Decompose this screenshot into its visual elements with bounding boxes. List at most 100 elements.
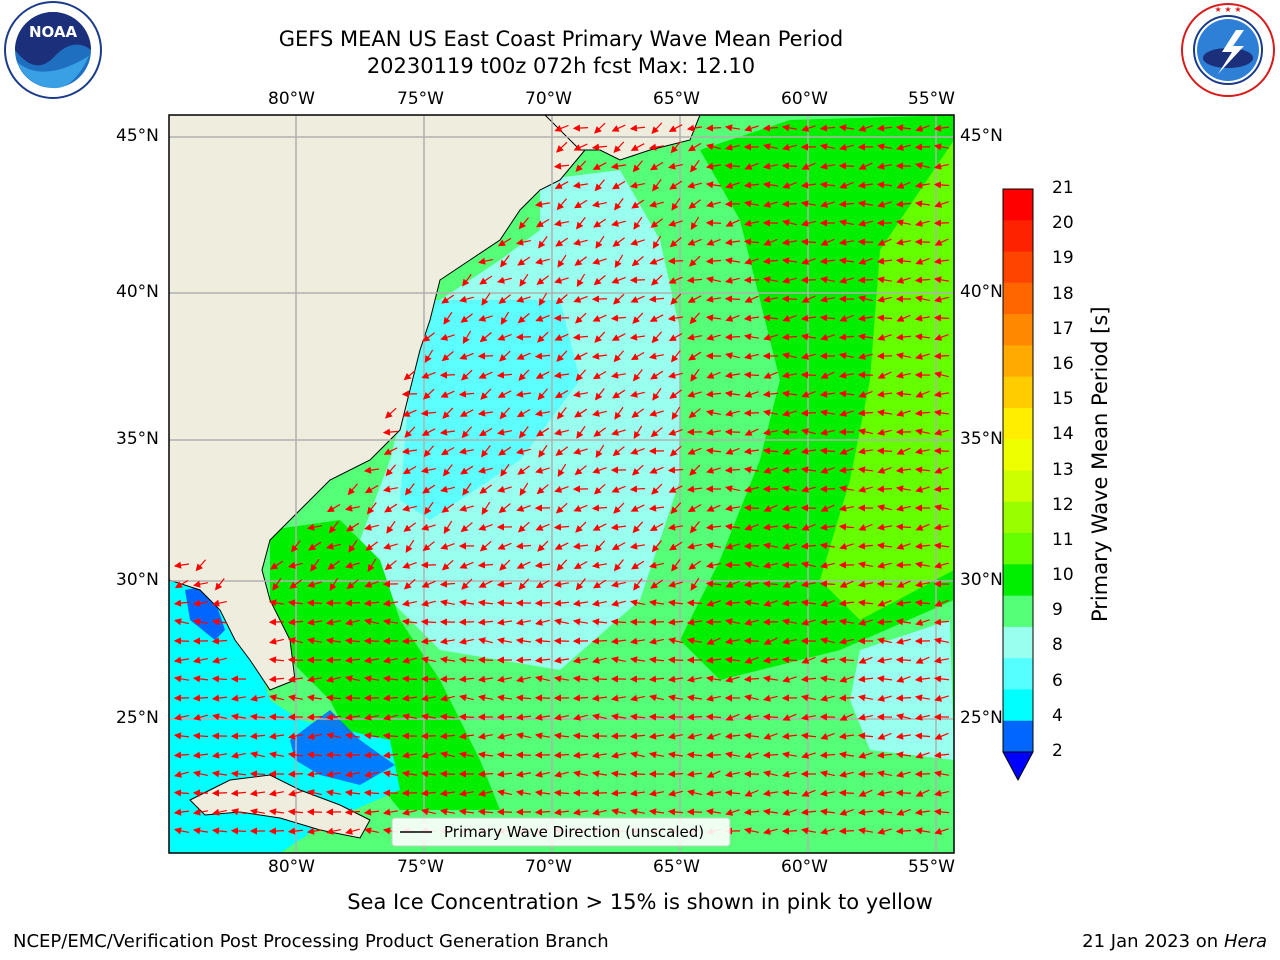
wave-direction-arrow	[763, 466, 778, 474]
wave-direction-arrow	[838, 124, 855, 132]
wave-direction-arrow	[877, 637, 892, 645]
wave-direction-arrow	[876, 485, 893, 493]
wave-direction-arrow	[934, 694, 949, 702]
colorbar-tick-label: 11	[1052, 529, 1074, 550]
wave-direction-arrow	[497, 732, 512, 740]
wave-direction-arrow	[572, 675, 589, 683]
wave-direction-arrow	[458, 751, 474, 759]
wave-direction-arrow	[441, 294, 455, 304]
wave-direction-arrow	[535, 218, 550, 228]
wave-direction-arrow	[725, 143, 740, 151]
wave-direction-arrow	[593, 218, 607, 228]
wave-direction-arrow	[914, 599, 931, 607]
wave-direction-arrow	[515, 656, 532, 664]
wave-direction-arrow	[325, 827, 341, 835]
footer-machine: Hera	[1223, 931, 1267, 952]
wave-direction-arrow	[838, 751, 855, 759]
wave-direction-arrow	[800, 238, 817, 246]
wave-direction-arrow	[724, 751, 740, 759]
wave-direction-arrow	[557, 463, 567, 477]
wave-direction-arrow	[459, 295, 474, 303]
wave-direction-arrow	[933, 637, 949, 645]
wave-direction-arrow	[363, 827, 379, 835]
wave-direction-arrow	[706, 637, 721, 645]
wave-direction-arrow	[839, 276, 854, 284]
wave-direction-arrow	[857, 181, 874, 189]
wave-direction-arrow	[610, 694, 626, 702]
wave-direction-arrow	[800, 827, 816, 835]
wave-direction-arrow	[573, 561, 588, 569]
wave-direction-arrow	[671, 558, 681, 572]
wave-direction-arrow	[538, 236, 548, 249]
wave-direction-arrow	[422, 484, 436, 494]
wave-direction-arrow	[515, 618, 531, 626]
wave-direction-arrow	[819, 295, 835, 303]
wave-direction-arrow	[382, 694, 399, 702]
wave-direction-arrow	[420, 409, 437, 417]
wave-direction-arrow	[329, 577, 339, 591]
wave-direction-arrow	[876, 390, 893, 398]
wave-direction-arrow	[516, 352, 531, 360]
wave-direction-arrow	[421, 371, 436, 379]
wave-direction-arrow	[762, 580, 779, 588]
wave-direction-arrow	[857, 561, 873, 569]
wave-direction-arrow	[763, 561, 778, 569]
wave-direction-arrow	[383, 542, 398, 550]
wave-direction-arrow	[327, 560, 341, 570]
colorbar-tick-label: 21	[1052, 178, 1074, 198]
wave-direction-arrow	[420, 713, 437, 721]
wave-direction-arrow	[914, 200, 931, 208]
wave-direction-arrow	[914, 675, 931, 683]
wave-direction-arrow	[287, 808, 304, 816]
wave-direction-arrow	[671, 406, 681, 420]
wave-direction-arrow	[594, 540, 606, 553]
wave-direction-arrow	[820, 637, 835, 645]
wave-direction-arrow	[630, 351, 645, 361]
wave-direction-arrow	[386, 520, 396, 534]
lat-left-35n: 35°N	[116, 429, 159, 449]
wave-direction-arrow	[401, 637, 418, 645]
wave-direction-arrow	[629, 637, 645, 645]
wave-direction-arrow	[573, 143, 588, 151]
wave-direction-arrow	[933, 257, 950, 265]
wave-direction-arrow	[781, 523, 798, 531]
wave-direction-arrow	[652, 179, 662, 192]
wave-direction-arrow	[515, 238, 531, 246]
wave-direction-arrow	[288, 561, 303, 569]
wave-direction-arrow	[306, 637, 322, 645]
wave-direction-arrow	[839, 542, 854, 550]
wave-direction-arrow	[858, 162, 873, 170]
wave-direction-arrow	[401, 713, 417, 721]
wave-direction-arrow	[443, 311, 453, 325]
wave-direction-arrow	[496, 751, 513, 759]
wave-direction-arrow	[744, 694, 759, 702]
wave-direction-arrow	[667, 751, 684, 759]
wave-direction-arrow	[762, 656, 779, 664]
wave-direction-arrow	[364, 523, 379, 531]
wave-direction-arrow	[819, 276, 835, 284]
wave-direction-arrow	[363, 751, 380, 759]
wave-direction-arrow	[914, 561, 930, 569]
wave-direction-arrow	[554, 542, 569, 550]
wave-direction-arrow	[933, 789, 949, 797]
wave-direction-arrow	[705, 808, 722, 816]
wave-direction-arrow	[306, 694, 323, 702]
colorbar-band	[1003, 533, 1033, 565]
wave-direction-arrow	[838, 504, 854, 512]
wave-direction-arrow	[857, 808, 874, 816]
wave-direction-arrow	[629, 485, 646, 493]
wave-direction-arrow	[268, 808, 285, 816]
wave-direction-arrow	[629, 542, 645, 550]
wave-direction-arrow	[671, 197, 681, 211]
colorbar-bands	[1003, 189, 1033, 753]
wave-direction-arrow	[705, 542, 721, 550]
wave-direction-arrow	[572, 333, 589, 341]
wave-direction-arrow	[536, 275, 549, 285]
wave-direction-arrow	[668, 580, 683, 588]
wave-direction-arrow	[500, 311, 510, 326]
wave-direction-arrow	[782, 713, 797, 721]
wave-direction-arrow	[383, 713, 398, 721]
wave-direction-arrow	[686, 276, 703, 284]
colorbar-band	[1003, 689, 1033, 722]
wave-direction-arrow	[591, 599, 607, 607]
